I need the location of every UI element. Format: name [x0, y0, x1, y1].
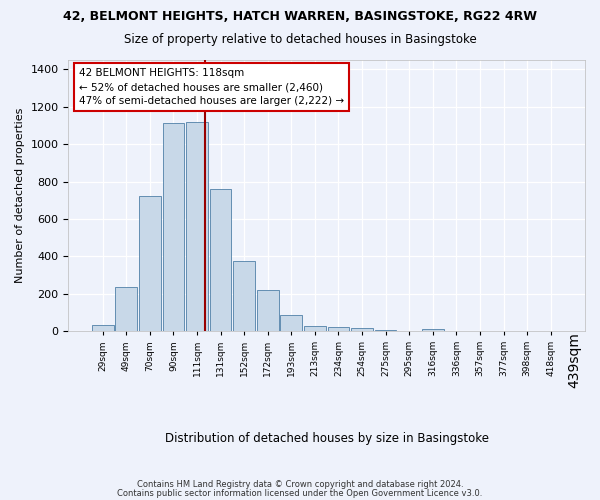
- Bar: [375, 330, 397, 331]
- Bar: [257, 290, 278, 331]
- X-axis label: Distribution of detached houses by size in Basingstoke: Distribution of detached houses by size …: [165, 432, 489, 445]
- Bar: [186, 122, 208, 331]
- Text: Contains HM Land Registry data © Crown copyright and database right 2024.: Contains HM Land Registry data © Crown c…: [137, 480, 463, 489]
- Text: Size of property relative to detached houses in Basingstoke: Size of property relative to detached ho…: [124, 32, 476, 46]
- Y-axis label: Number of detached properties: Number of detached properties: [15, 108, 25, 283]
- Text: 42, BELMONT HEIGHTS, HATCH WARREN, BASINGSTOKE, RG22 4RW: 42, BELMONT HEIGHTS, HATCH WARREN, BASIN…: [63, 10, 537, 23]
- Bar: [280, 314, 302, 331]
- Bar: [304, 326, 326, 331]
- Bar: [233, 261, 255, 331]
- Text: Contains public sector information licensed under the Open Government Licence v3: Contains public sector information licen…: [118, 488, 482, 498]
- Bar: [422, 329, 443, 331]
- Bar: [163, 122, 184, 331]
- Bar: [115, 287, 137, 331]
- Bar: [328, 327, 349, 331]
- Bar: [139, 196, 161, 331]
- Bar: [210, 189, 232, 331]
- Bar: [92, 326, 113, 331]
- Text: 42 BELMONT HEIGHTS: 118sqm
← 52% of detached houses are smaller (2,460)
47% of s: 42 BELMONT HEIGHTS: 118sqm ← 52% of deta…: [79, 68, 344, 106]
- Bar: [351, 328, 373, 331]
